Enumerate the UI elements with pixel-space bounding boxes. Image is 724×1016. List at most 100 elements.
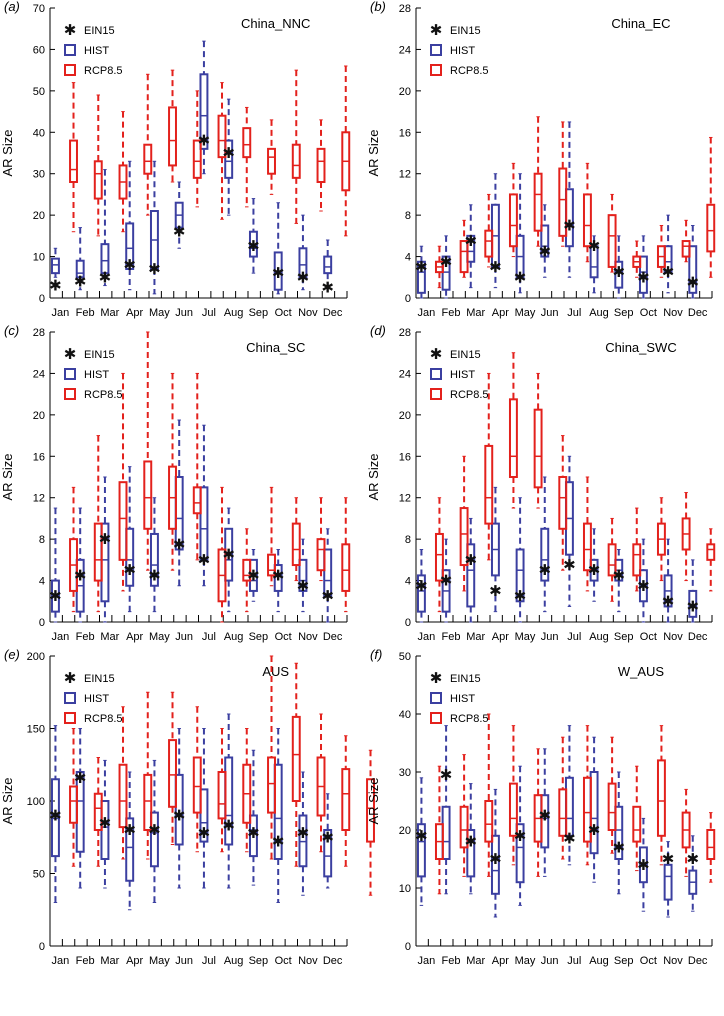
obs-point: ✱: [123, 821, 136, 839]
x-tick-label: Jul: [567, 631, 581, 643]
hist-box-iqr: [323, 829, 333, 878]
obs-point: ✱: [415, 827, 428, 845]
hist-box: [224, 98, 234, 216]
y-tick-label: 8: [405, 534, 411, 546]
rcp-box: [656, 725, 666, 866]
rcp-box: [459, 219, 469, 278]
x-tick-label: Mar: [466, 955, 485, 967]
x-tick-label: Feb: [442, 955, 461, 967]
hist-box: [100, 169, 110, 287]
hist-box: [273, 202, 283, 295]
legend-hist-marker: [64, 368, 76, 380]
hist-box: [589, 235, 599, 294]
rcp-box: [533, 116, 543, 247]
x-tick-label: Oct: [275, 307, 292, 319]
obs-point: ✱: [99, 530, 112, 548]
hist-box-iqr: [323, 548, 333, 598]
x-tick-label: Apr: [126, 955, 143, 967]
x-tick-label: Sep: [249, 307, 269, 319]
panel-letter: (f): [370, 647, 382, 662]
rcp-box: [316, 119, 326, 212]
obs-point: ✱: [74, 769, 87, 787]
hist-box-iqr: [298, 558, 308, 592]
y-tick-label: 0: [405, 617, 411, 629]
x-tick-label: Dec: [323, 307, 343, 319]
x-tick-label: Jun: [175, 631, 193, 643]
rcp-box-iqr: [143, 143, 153, 175]
hist-box: [490, 788, 500, 918]
x-tick-label: Jul: [567, 955, 581, 967]
x-tick-label: Mar: [100, 307, 119, 319]
legend-hist-label: HIST: [84, 45, 109, 57]
hist-box-iqr: [466, 543, 476, 608]
obs-point: ✱: [99, 268, 112, 286]
y-tick-label: 10: [399, 883, 411, 895]
x-tick-label: Dec: [323, 631, 343, 643]
rcp-box: [459, 754, 469, 877]
panel-letter: (c): [4, 323, 19, 338]
chart-title: AUS: [262, 664, 289, 679]
obs-point: ✱: [247, 237, 260, 255]
y-tick-label: 20: [33, 210, 45, 222]
obs-point: ✱: [612, 566, 625, 584]
rcp-box-iqr: [484, 444, 494, 525]
hist-box-iqr: [540, 527, 550, 582]
chart-title: China_SC: [246, 340, 305, 355]
hist-box: [638, 817, 648, 912]
rcp-box: [267, 119, 276, 195]
rcp-box-iqr: [484, 229, 494, 258]
hist-box: [515, 765, 525, 906]
rcp-box: [508, 725, 518, 866]
hist-box-iqr: [298, 247, 308, 279]
rcp-box-iqr: [291, 715, 301, 803]
x-tick-label: May: [515, 631, 536, 643]
hist-box: [125, 160, 135, 291]
obs-point: ✱: [222, 546, 235, 564]
legend-hist-marker: [430, 692, 442, 704]
obs-point: ✱: [464, 833, 477, 851]
obs-point: ✱: [321, 587, 334, 605]
hist-box: [149, 759, 159, 903]
hist-box: [298, 538, 308, 613]
hist-box-iqr: [416, 823, 426, 878]
obs-point: ✱: [440, 253, 453, 271]
obs-point: ✱: [686, 273, 699, 291]
rcp-box-iqr: [558, 788, 568, 837]
hist-box-iqr: [589, 245, 599, 279]
hist-box-iqr: [100, 243, 110, 275]
x-tick-label: Nov: [298, 307, 318, 319]
obs-point: ✱: [297, 824, 310, 842]
rcp-box: [459, 455, 469, 592]
rcp-box: [706, 136, 716, 278]
hist-box-iqr: [614, 805, 624, 860]
rcp-box-iqr: [217, 114, 227, 159]
obs-point: ✱: [440, 572, 453, 590]
rcp-box: [341, 497, 351, 613]
obs-point: ✱: [272, 264, 285, 282]
rcp-box-iqr: [508, 782, 518, 837]
rcp-box: [484, 193, 494, 268]
hist-box-iqr: [248, 230, 258, 258]
y-tick-label: 28: [33, 327, 45, 339]
rcp-box-iqr: [69, 785, 78, 824]
obs-point: ✱: [563, 217, 576, 235]
legend-obs-marker: ✱: [430, 21, 443, 39]
chart-panel-3: (c) AR Size China_SC 0 4 8 12 16 20 24 28 Jan Feb Mar…: [0, 323, 351, 643]
legend-rcp-marker: [430, 712, 442, 724]
obs-point: ✱: [588, 561, 601, 579]
rcp-box-iqr: [706, 829, 716, 860]
obs-point: ✱: [247, 566, 260, 584]
rcp-box: [316, 713, 326, 853]
rcp-box-iqr: [558, 167, 568, 237]
hist-box: [663, 538, 673, 623]
rcp-box: [656, 497, 666, 582]
obs-point: ✱: [637, 856, 650, 874]
legend-rcp-label: RCP8.5: [84, 389, 123, 401]
rcp-box: [681, 492, 691, 582]
rcp-box-iqr: [582, 193, 592, 248]
y-tick-label: 12: [399, 493, 411, 505]
chart-panel-5: (e) AR Size AUS 0 50 100 150 200 Jan Feb Mar Apr May…: [0, 647, 375, 967]
hist-box: [100, 759, 110, 889]
y-tick-label: 60: [33, 44, 45, 56]
rcp-box-iqr: [632, 543, 642, 577]
